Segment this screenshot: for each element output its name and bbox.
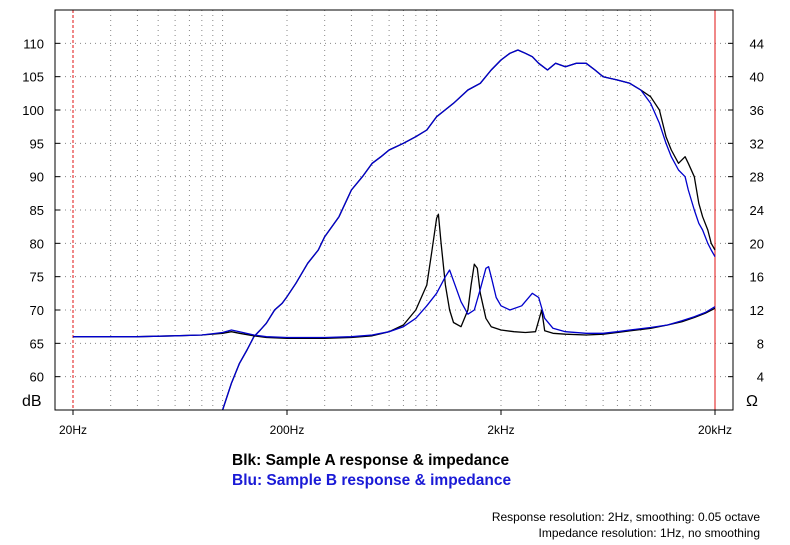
x-axis: 20Hz 200Hz 2kHz 20kHz bbox=[59, 410, 732, 437]
y-right-tick-label: 32 bbox=[750, 136, 764, 151]
y-left-tick-label: 60 bbox=[30, 370, 44, 385]
y-right-tick-label: 16 bbox=[750, 270, 764, 285]
y-axis-left: 60 65 70 75 80 85 90 95 100 105 110 bbox=[22, 36, 60, 385]
series-line-black-right bbox=[73, 213, 716, 339]
y-left-tick-label: 90 bbox=[30, 170, 44, 185]
y-right-tick-label: 44 bbox=[750, 36, 764, 51]
y-right-tick-label: 8 bbox=[757, 336, 764, 351]
x-tick-label: 20kHz bbox=[698, 423, 732, 437]
impedance-resolution-note: Impedance resolution: 1Hz, no smoothing bbox=[538, 526, 760, 540]
legend-black: Blk: Sample A response & impedance bbox=[232, 452, 510, 469]
grid bbox=[55, 10, 733, 410]
x-tick-label: 200Hz bbox=[270, 423, 305, 437]
y-left-tick-label: 70 bbox=[30, 303, 44, 318]
y-left-tick-label: 65 bbox=[30, 336, 44, 351]
y-left-tick-label: 100 bbox=[22, 103, 44, 118]
y-left-tick-label: 85 bbox=[30, 203, 44, 218]
x-tick-label: 2kHz bbox=[487, 423, 514, 437]
y-left-tick-label: 105 bbox=[22, 70, 44, 85]
y-left-tick-label: 95 bbox=[30, 136, 44, 151]
y-right-tick-label: 20 bbox=[750, 236, 764, 251]
y-right-tick-label: 40 bbox=[750, 70, 764, 85]
legend-blue: Blu: Sample B response & impedance bbox=[232, 472, 512, 489]
plot-frame bbox=[54, 9, 734, 411]
y-right-unit-label: Ω bbox=[746, 393, 758, 410]
y-right-tick-label: 28 bbox=[750, 170, 764, 185]
series-group bbox=[73, 49, 716, 411]
y-left-tick-label: 110 bbox=[23, 36, 44, 51]
series-line-blue-left bbox=[221, 49, 716, 411]
y-right-tick-label: 12 bbox=[750, 303, 764, 318]
y-right-tick-label: 36 bbox=[750, 103, 764, 118]
y-axis-right: 4 8 12 16 20 24 28 32 36 40 44 bbox=[728, 36, 764, 385]
y-left-tick-label: 75 bbox=[30, 270, 44, 285]
x-tick-label: 20Hz bbox=[59, 423, 87, 437]
y-right-tick-label: 24 bbox=[750, 203, 764, 218]
y-left-unit-label: dB bbox=[22, 393, 42, 410]
y-left-tick-label: 80 bbox=[30, 236, 44, 251]
series-line-blue-right bbox=[73, 266, 716, 339]
y-right-tick-label: 4 bbox=[757, 370, 764, 385]
marker-lines bbox=[72, 10, 716, 410]
response-resolution-note: Response resolution: 2Hz, smoothing: 0.0… bbox=[491, 510, 760, 524]
